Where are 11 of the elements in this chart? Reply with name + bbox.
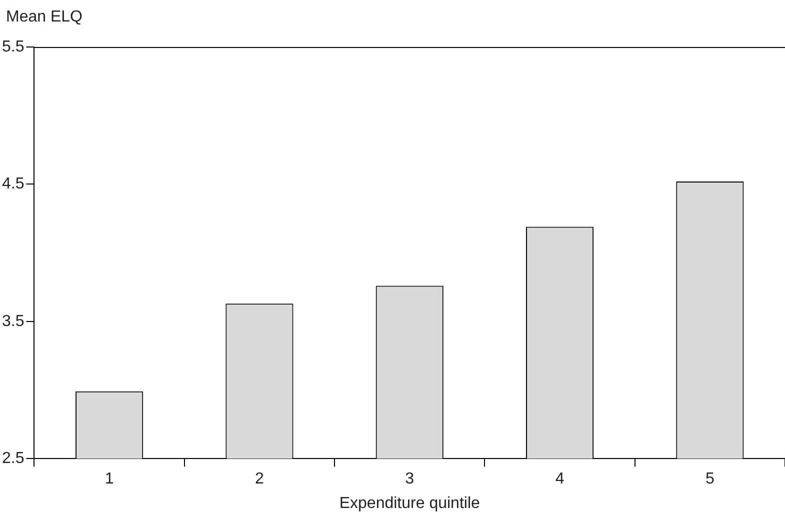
x-tick-label: 5 (705, 470, 714, 488)
y-tick-label: 2.5 (2, 450, 24, 468)
x-tick-label: 4 (555, 470, 564, 488)
y-tick-label: 3.5 (2, 312, 24, 330)
y-tick-label: 5.5 (2, 38, 24, 56)
x-tick-label: 1 (104, 470, 114, 488)
y-tick-label: 4.5 (2, 176, 24, 193)
x-tick-label: 2 (255, 470, 264, 488)
x-axis-title: Expenditure quintile (339, 494, 480, 512)
y-axis-title: Mean ELQ (6, 8, 82, 26)
x-tick-label: 3 (405, 470, 414, 488)
